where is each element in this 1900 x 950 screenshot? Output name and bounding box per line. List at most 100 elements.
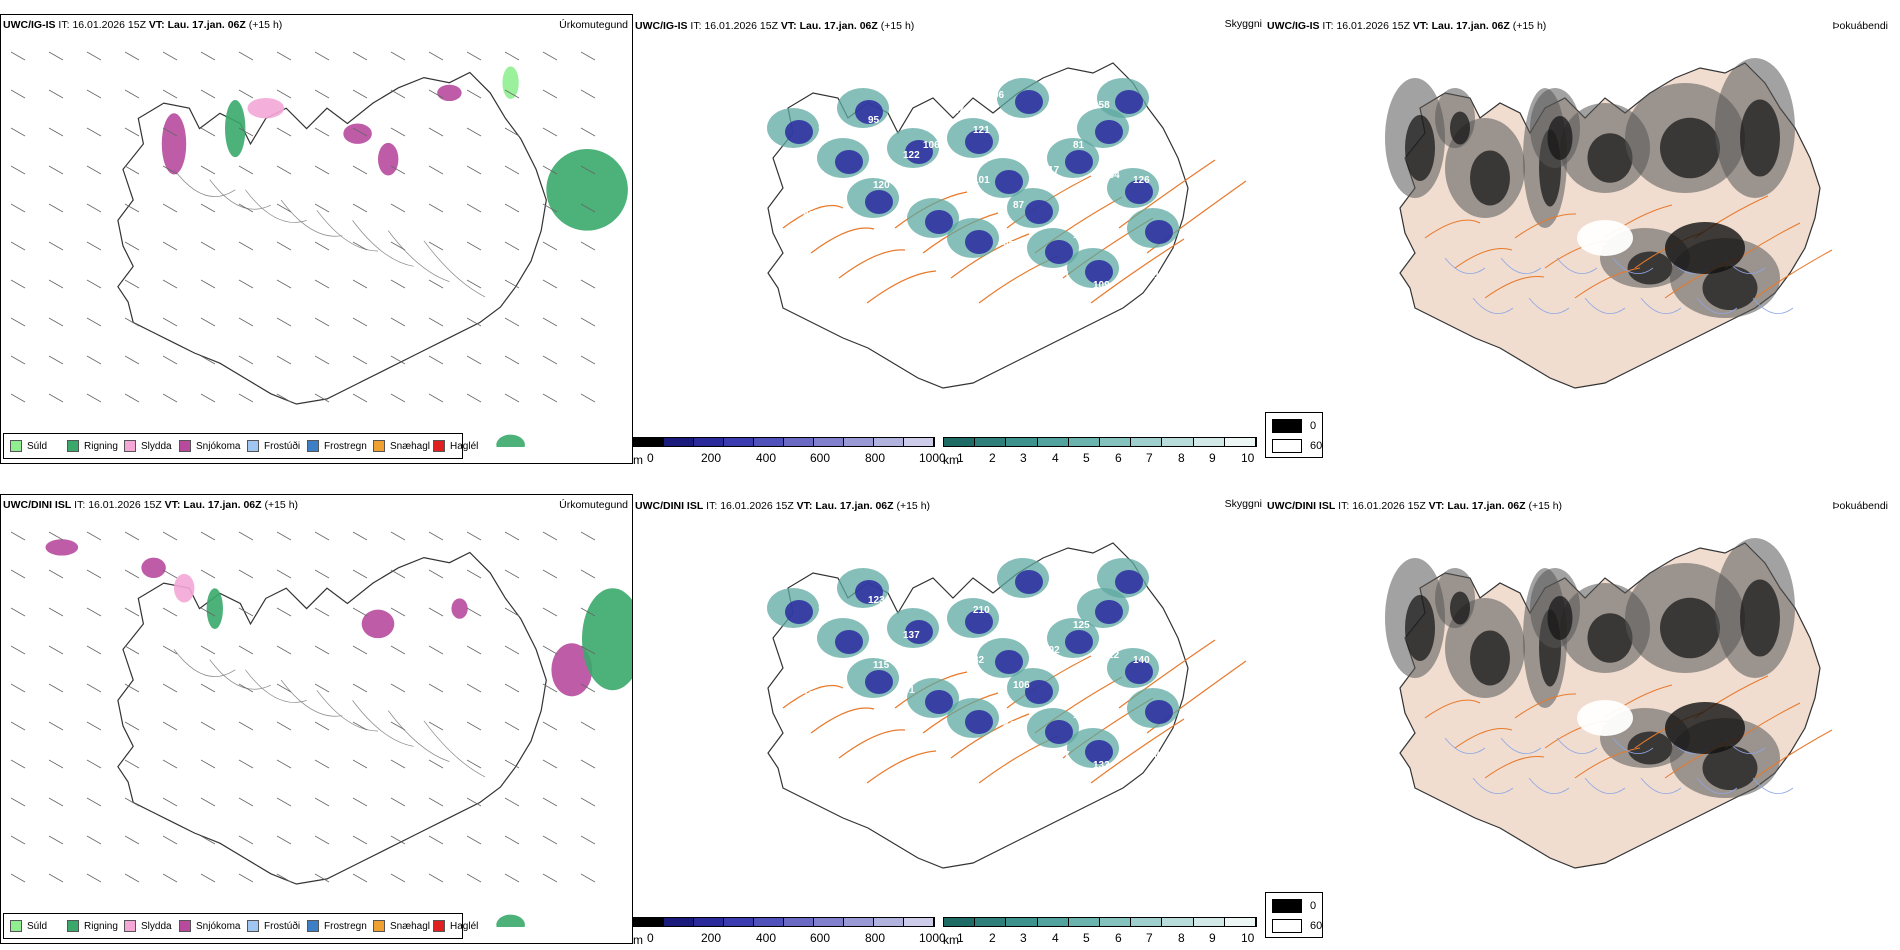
cloudbase-type-label-top: Skyggni — [1224, 18, 1262, 30]
cloudbase-map-top: 106 111 95 125 80 120 94 115 122 121 123 101 87 117 81… — [767, 62, 1247, 389]
cloudbase-title-top: UWC/IG-IS IT: 16.01.2026 15Z VT: Lau. 17… — [635, 20, 915, 32]
fog-legend-label: 0 — [1310, 420, 1317, 432]
cloud-base-value: 115 — [843, 240, 860, 251]
cloud-base-value: 101 — [973, 175, 990, 186]
legend-swatch — [247, 920, 259, 932]
precip-legend-item: Snæhagl — [373, 440, 430, 452]
cloudbase-map-bottom: 165 135 123 109 120 115 151 102 137 210 120 82 106 80… — [767, 542, 1247, 869]
precip-map-top — [10, 51, 628, 447]
cloud-base-value: 89 — [1033, 150, 1045, 161]
legend-swatch — [373, 440, 385, 452]
scale-tick: 4 — [1052, 451, 1059, 465]
scale-tick: 6 — [1115, 451, 1122, 465]
cloud-base-value: 134 — [983, 745, 1000, 756]
fog-legend-label: 60 — [1310, 440, 1323, 452]
scale-tick: 800 — [865, 451, 886, 465]
scale-tick: 1 — [957, 931, 964, 945]
precip-legend-item: Frostúði — [247, 920, 300, 932]
precip-legend-item: Haglél — [433, 440, 478, 452]
cloud-base-value: 158 — [1093, 100, 1110, 111]
cloud-base-value: 95 — [868, 115, 880, 126]
cloud-base-value: 96 — [993, 90, 1005, 101]
cloud-base-value: 109 — [1093, 280, 1110, 291]
cloud-base-value: 121 — [973, 125, 990, 136]
fog-legend-swatch — [1272, 419, 1302, 433]
legend-swatch — [67, 920, 79, 932]
precip-legend-item: Slydda — [124, 440, 172, 452]
precip-legend-item: Rigning — [67, 440, 118, 452]
cloud-base-value: 135 — [818, 605, 835, 616]
cloud-base-value: 87 — [1013, 200, 1025, 211]
legend-swatch — [433, 440, 445, 452]
scale-tick: 4 — [1052, 931, 1059, 945]
visibility-scale-bottom: km 1 2 3 4 5 6 7 8 9 10 — [943, 917, 1265, 947]
precip-type-label-bottom: Úrkomutegund — [559, 499, 628, 511]
scale-tick: 3 — [1020, 931, 1027, 945]
cloud-base-value: 121 — [1143, 270, 1160, 281]
cloud-base-value: 126 — [1133, 175, 1150, 186]
color-bar — [633, 917, 935, 927]
legend-swatch — [67, 440, 79, 452]
cloudbase-type-label-bottom: Skyggni — [1224, 498, 1262, 510]
precip-legend-top: Súld Rigning Slydda Snjókoma Frostúði Frostre… — [3, 433, 478, 459]
cloud-base-value: 115 — [873, 660, 890, 671]
legend-swatch — [307, 440, 319, 452]
cloud-base-value: 125 — [808, 170, 825, 181]
cloud-base-value: 139 — [1033, 770, 1050, 781]
cloud-base-value: 122 — [903, 150, 920, 161]
scale-unit: m — [633, 933, 643, 947]
fog-legend-label: 0 — [1310, 900, 1317, 912]
scale-tick: 10 — [1241, 931, 1255, 945]
legend-swatch — [10, 440, 22, 452]
cloud-base-value: 152 — [1073, 710, 1090, 721]
cloud-base-value: 102 — [843, 720, 860, 731]
precip-legend-item: Súld — [10, 440, 47, 452]
fog-legend-label: 60 — [1310, 920, 1323, 932]
cloud-base-value: 109 — [808, 650, 825, 661]
cloud-base-value: 106 — [1013, 680, 1030, 691]
cloud-base-value: 106 — [788, 85, 805, 96]
scale-tick: 3 — [1020, 451, 1027, 465]
precip-legend-item: Rigning — [67, 920, 118, 932]
cloud-base-value: 86 — [1073, 305, 1085, 316]
scale-tick: 7 — [1146, 931, 1153, 945]
precip-legend-item: Haglél — [433, 920, 478, 932]
cloud-base-value: 120 — [803, 690, 820, 701]
cloudbase-scale-top: m 0 200 400 600 800 1000 — [633, 437, 946, 467]
fog-legend-bottom: 0 60 — [1265, 892, 1323, 938]
scale-tick: 800 — [865, 931, 886, 945]
fog-type-label-bottom: Þokuábendi — [1832, 500, 1888, 512]
precip-legend-bottom: Súld Rigning Slydda Snjókoma Frostúði Frostre… — [3, 913, 478, 939]
cloud-base-value: 151 — [898, 685, 915, 696]
cloud-base-value: 129 — [1073, 230, 1090, 241]
cloud-base-value: 210 — [973, 605, 990, 616]
fog-title-bottom: UWC/DINI ISL IT: 16.01.2026 15Z VT: Lau.… — [1267, 500, 1563, 512]
coastline — [117, 71, 547, 405]
cloud-base-value: 123 — [1003, 135, 1020, 146]
scale-tick: 200 — [701, 931, 722, 945]
cloudbase-panel-top: UWC/IG-IS IT: 16.01.2026 15Z VT: Lau. 17… — [633, 14, 1265, 467]
color-bar — [943, 437, 1257, 447]
cloud-base-value: 120 — [1003, 615, 1020, 626]
fog-panel-top: UWC/IG-IS IT: 16.01.2026 15Z VT: Lau. 17… — [1265, 14, 1900, 464]
cloudbase-scale-bottom: m 0 200 400 600 800 1000 — [633, 917, 946, 947]
legend-swatch — [124, 920, 136, 932]
precip-legend-item: Frostregn — [307, 440, 367, 452]
cloud-base-value: 152 — [1143, 125, 1160, 136]
precip-type-label-top: Úrkomutegund — [559, 19, 628, 31]
scale-unit: km — [943, 453, 959, 467]
cloud-base-value: 103 — [1033, 290, 1050, 301]
scale-tick: 5 — [1083, 451, 1090, 465]
scale-tick: 7 — [1146, 451, 1153, 465]
fog-legend-swatch — [1272, 899, 1302, 913]
scale-tick: 400 — [756, 451, 777, 465]
visibility-scale-top: km 1 2 3 4 5 6 7 8 9 10 — [943, 437, 1265, 467]
cloud-base-value: 106 — [923, 140, 940, 151]
precip-panel-top: UWC/IG-IS IT: 16.01.2026 15Z VT: Lau. 17… — [0, 14, 633, 464]
cloud-base-value: 272 — [953, 105, 970, 116]
scale-tick: 8 — [1178, 451, 1185, 465]
cloud-base-value: 104 — [1073, 785, 1090, 796]
fog-legend-top: 0 60 — [1265, 412, 1323, 458]
scale-tick: 1000 — [919, 931, 946, 945]
cloud-base-value: 107 — [1053, 750, 1070, 761]
